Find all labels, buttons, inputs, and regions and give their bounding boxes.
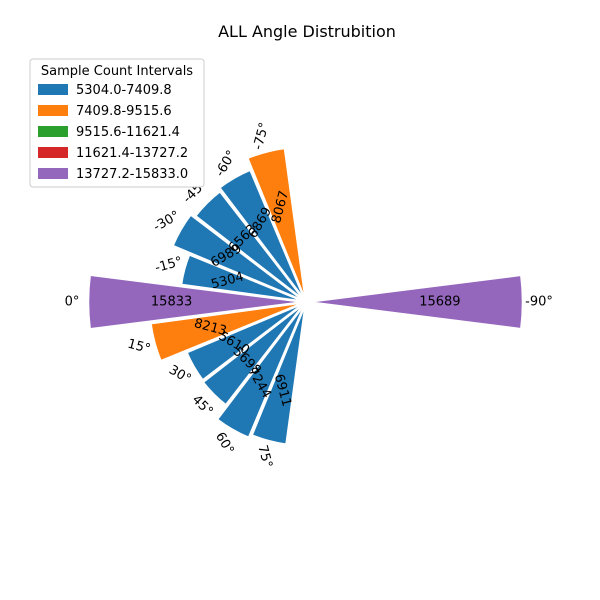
bar--90° — [305, 273, 525, 331]
angle-label: 75° — [254, 444, 274, 470]
legend-label: 13727.2-15833.0 — [76, 167, 188, 182]
legend-label: 11621.4-13727.2 — [76, 146, 188, 161]
angle-label: 0° — [65, 295, 80, 310]
bar-45° — [200, 301, 307, 408]
bar--75° — [245, 146, 308, 303]
legend-swatch — [38, 147, 68, 158]
value-label: 15689 — [419, 295, 460, 310]
angle-label: 15° — [126, 337, 152, 357]
bar--45° — [193, 189, 307, 303]
legend-label: 7409.8-9515.6 — [76, 104, 172, 119]
value-label: 15833 — [151, 295, 192, 310]
legend-title: Sample Count Intervals — [41, 64, 193, 79]
legend-label: 9515.6-11621.4 — [76, 125, 180, 140]
angle-label: 45° — [189, 392, 216, 419]
bar--30° — [170, 212, 307, 304]
legend-entries: 5304.0-7409.8 7409.8-9515.6 9515.6-11621.4… — [38, 83, 188, 182]
bar-30° — [184, 300, 307, 383]
legend-swatch — [38, 168, 68, 179]
bar-0° — [86, 273, 307, 331]
angle-label: 60° — [212, 430, 237, 457]
bar--60° — [217, 167, 308, 303]
bar-group — [86, 146, 525, 447]
legend-label: 5304.0-7409.8 — [76, 83, 172, 98]
bar-15° — [149, 300, 307, 363]
angle-label: -15° — [153, 254, 184, 276]
chart-title: ALL Angle Distrubition — [218, 22, 396, 41]
angle-label: 30° — [166, 363, 193, 388]
angle-label: -60° — [213, 148, 240, 180]
bar-60° — [215, 301, 308, 440]
legend-swatch — [38, 126, 68, 137]
angle-label: -30° — [151, 208, 183, 235]
angle-label: -75° — [251, 121, 273, 152]
bar-75° — [249, 301, 308, 447]
legend-box — [29, 58, 205, 188]
angle-label: -90° — [525, 295, 553, 310]
legend: Sample Count Intervals 5304.0-7409.8 7409… — [29, 58, 205, 188]
legend-swatch — [38, 105, 68, 116]
legend-swatch — [38, 84, 68, 95]
